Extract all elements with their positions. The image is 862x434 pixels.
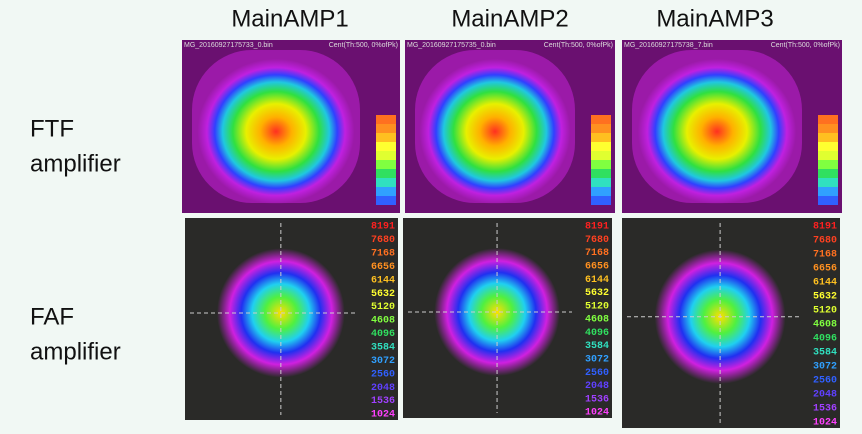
color-bar	[818, 115, 838, 124]
color-bar	[591, 133, 611, 142]
color-bar	[591, 169, 611, 178]
color-bar	[376, 196, 396, 205]
color-bar	[818, 187, 838, 196]
color-bar	[591, 187, 611, 196]
scale-label: 7168	[813, 250, 837, 261]
scale-label: 3584	[585, 341, 609, 352]
scale-label: 2560	[813, 376, 837, 387]
scale-label: 4096	[371, 329, 395, 340]
column-header: MainAMP2	[451, 5, 568, 32]
scale-label: 8191	[813, 222, 837, 233]
color-bar	[818, 178, 838, 187]
scale-label: 5120	[813, 306, 837, 317]
scale-label: 7168	[371, 248, 395, 259]
scale-label: 6656	[813, 264, 837, 275]
scale-label: 5632	[585, 288, 609, 299]
scale-label: 6144	[371, 275, 395, 286]
scale-label: 3072	[813, 362, 837, 373]
color-bar	[591, 196, 611, 205]
row-label: amplifier	[30, 150, 121, 177]
color-bar	[376, 115, 396, 124]
ftf-beam	[638, 59, 796, 204]
scale-label: 1024	[371, 410, 395, 421]
scale-label: 7680	[585, 235, 609, 246]
scale-label: 6656	[371, 262, 395, 273]
info-text: Cent(Th:500, 0%ofPk)	[771, 42, 840, 49]
color-bar	[376, 124, 396, 133]
color-bar	[376, 142, 396, 151]
color-bar	[376, 133, 396, 142]
scale-label: 8191	[371, 222, 395, 233]
scale-label: 5632	[371, 289, 395, 300]
scale-label: 8191	[585, 222, 609, 233]
scale-label: 2560	[585, 368, 609, 379]
row-label: amplifier	[30, 338, 121, 365]
info-text: Cent(Th:500, 0%ofPk)	[329, 42, 398, 49]
scale-label: 2048	[371, 383, 395, 394]
column-header: MainAMP1	[231, 5, 348, 32]
scale-label: 4096	[813, 334, 837, 345]
color-bar	[591, 124, 611, 133]
color-bar	[591, 151, 611, 160]
row-label: FTF	[30, 115, 74, 142]
info-text: Cent(Th:500, 0%ofPk)	[544, 42, 613, 49]
scale-label: 3584	[813, 348, 837, 359]
file-name: MG_20160927175735_0.bin	[407, 42, 496, 49]
color-bar	[591, 115, 611, 124]
scale-label: 4608	[585, 315, 609, 326]
scale-label: 7680	[813, 236, 837, 247]
file-name: MG_20160927175738_7.bin	[624, 42, 713, 49]
color-bar	[818, 151, 838, 160]
scale-label: 7168	[585, 248, 609, 259]
figure: FTF amplifier FAF amplifier MainAMP1 Main…	[0, 0, 862, 429]
scale-label: 3072	[585, 354, 609, 365]
scale-label: 1024	[813, 418, 837, 429]
scale-label: 1536	[371, 396, 395, 407]
scale-label: 1024	[585, 408, 609, 419]
scale-label: 1536	[585, 394, 609, 405]
row-label: FAF	[30, 303, 74, 330]
color-bar	[591, 178, 611, 187]
scale-label: 3072	[371, 356, 395, 367]
scale-label: 3584	[371, 342, 395, 353]
color-bar	[818, 124, 838, 133]
scale-label: 4096	[585, 328, 609, 339]
ftf-beam	[198, 59, 355, 204]
scale-label: 7680	[371, 235, 395, 246]
scale-label: 6144	[813, 278, 837, 289]
color-bar	[376, 160, 396, 169]
color-bar	[818, 160, 838, 169]
scale-label: 6656	[585, 261, 609, 272]
color-bar	[818, 196, 838, 205]
scale-label: 4608	[371, 316, 395, 327]
color-bar	[818, 169, 838, 178]
color-bar	[591, 142, 611, 151]
color-bar	[376, 169, 396, 178]
scale-label: 2048	[585, 381, 609, 392]
color-bar	[818, 133, 838, 142]
scale-label: 5632	[813, 292, 837, 303]
color-bar	[376, 187, 396, 196]
color-bar	[376, 178, 396, 187]
scale-label: 2048	[813, 390, 837, 401]
file-name: MG_20160927175733_0.bin	[184, 42, 273, 49]
scale-label: 4608	[813, 320, 837, 331]
color-bar	[818, 142, 838, 151]
scale-label: 1536	[813, 404, 837, 415]
column-header: MainAMP3	[656, 5, 773, 32]
scale-label: 5120	[585, 301, 609, 312]
scale-label: 5120	[371, 302, 395, 313]
scale-label: 2560	[371, 369, 395, 380]
color-bar	[376, 151, 396, 160]
color-bar	[591, 160, 611, 169]
scale-label: 6144	[585, 275, 609, 286]
ftf-beam	[419, 59, 570, 204]
